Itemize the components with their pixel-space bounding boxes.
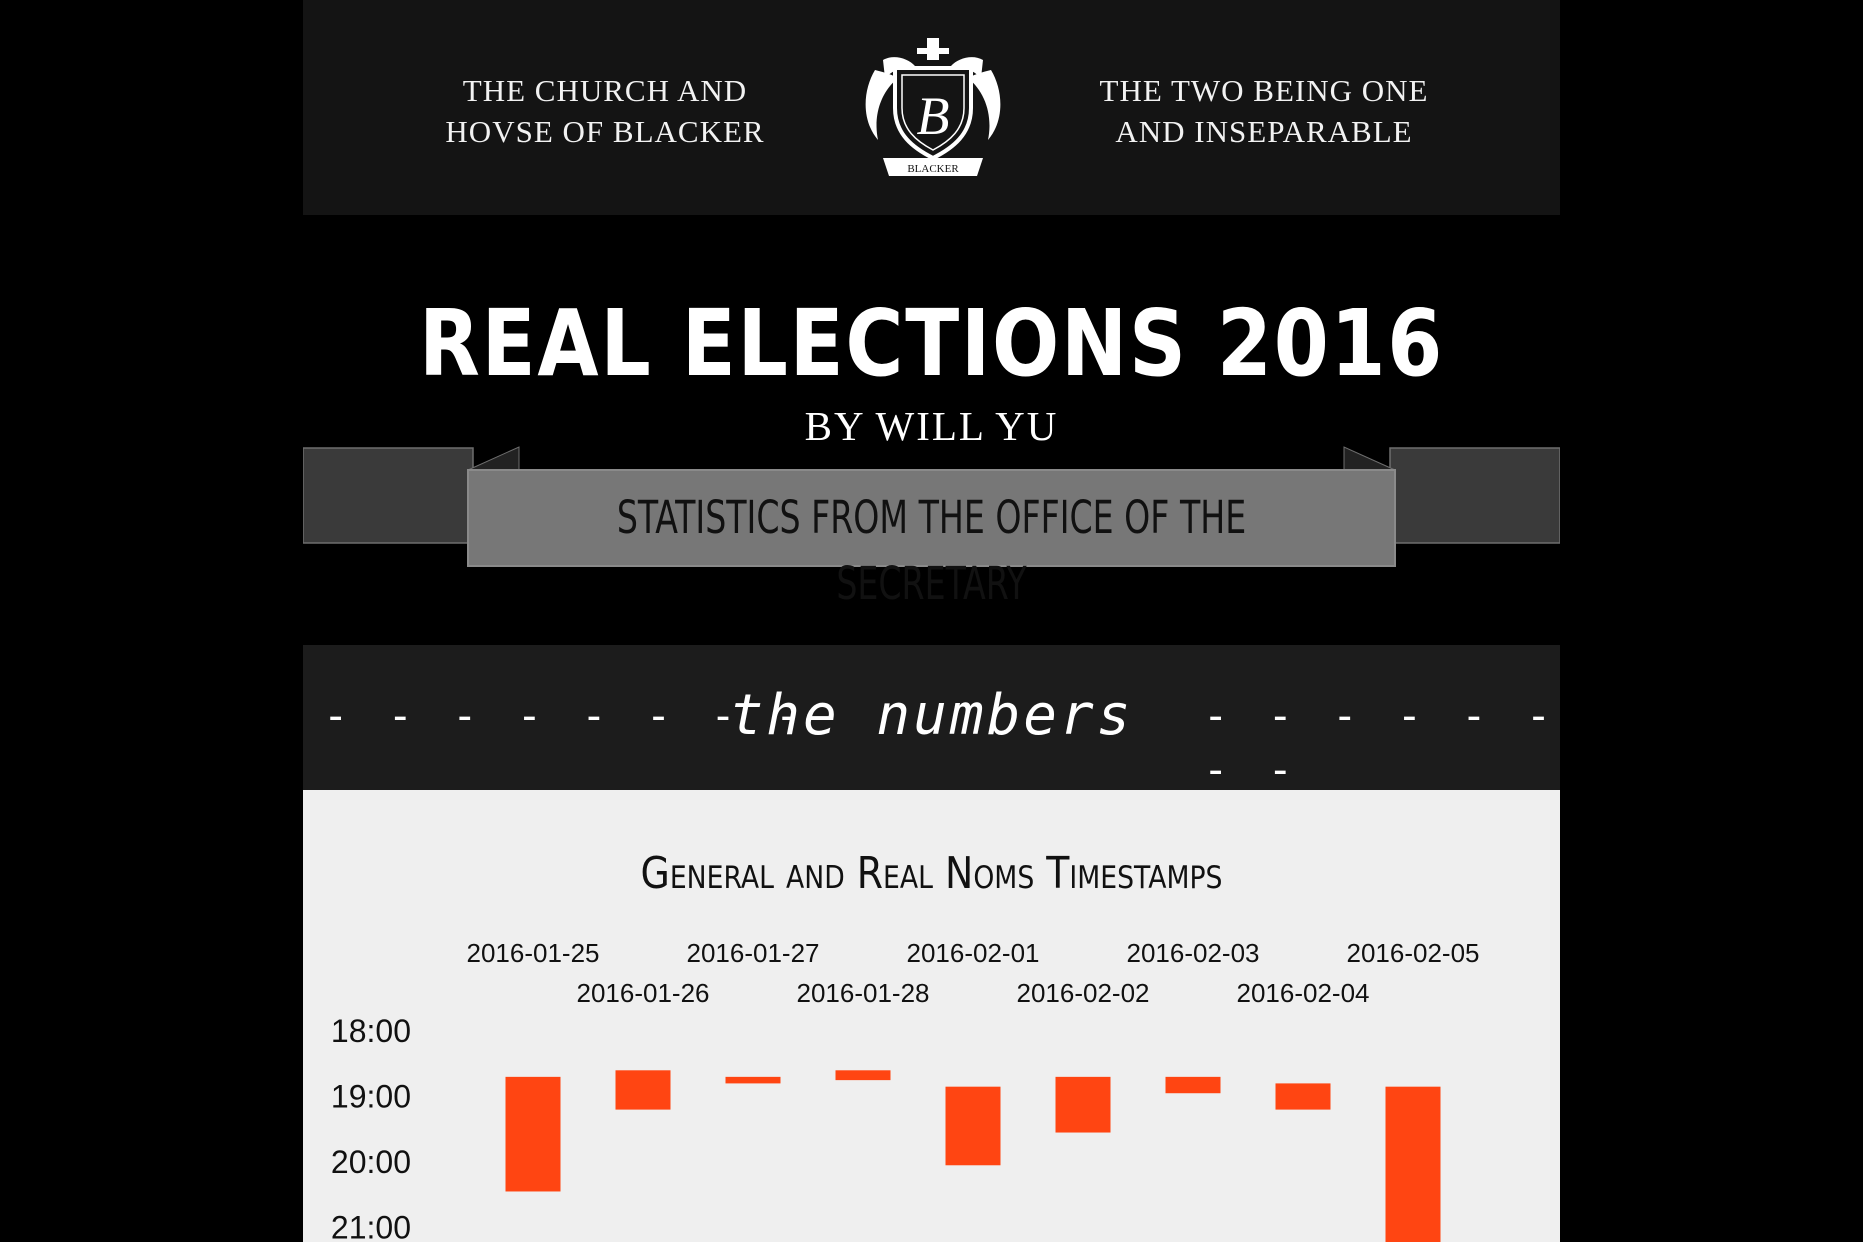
y-tick-label: 21:00 xyxy=(331,1210,411,1242)
y-tick-label: 19:00 xyxy=(331,1079,411,1115)
banner-dashes-right: - - - - - - - - xyxy=(1203,691,1559,794)
motto-left-line-1: THE CHURCH AND xyxy=(462,73,748,108)
x-tick-label: 2016-02-04 xyxy=(1237,978,1370,1008)
x-tick-label: 2016-02-01 xyxy=(907,938,1040,968)
bar-2016-02-01 xyxy=(945,1086,1001,1166)
bar-2016-01-25 xyxy=(505,1076,561,1192)
banner-dashes-left: - - - - - - - - xyxy=(323,691,808,740)
ribbon-label: STATISTICS FROM THE OFFICE OF THE SECRET… xyxy=(616,491,1247,610)
crest-letter: B xyxy=(917,86,950,146)
motto-left: THE CHURCH AND HOVSE OF BLACKER xyxy=(415,70,795,152)
section-banner: - - - - - - - - the numbers - - - - - - … xyxy=(303,645,1560,794)
chart-panel: General and Real Noms Timestamps 2016-01… xyxy=(303,790,1560,1242)
x-tick-label: 2016-02-03 xyxy=(1127,938,1260,968)
bar-2016-01-26 xyxy=(615,1070,671,1110)
y-tick-label: 18:00 xyxy=(331,1013,411,1049)
x-tick-label: 2016-01-25 xyxy=(467,938,600,968)
bar-2016-02-02 xyxy=(1055,1076,1111,1133)
x-tick-label: 2016-01-28 xyxy=(797,978,930,1008)
page-column: THE CHURCH AND HOVSE OF BLACKER BLACKER … xyxy=(303,0,1560,1242)
x-tick-label: 2016-02-05 xyxy=(1347,938,1480,968)
byline: BY WILL YU xyxy=(804,403,1059,449)
motto-right-line-1: THE TWO BEING ONE xyxy=(1099,73,1429,108)
x-tick-label: 2016-01-27 xyxy=(687,938,820,968)
bar-2016-02-04 xyxy=(1275,1083,1331,1110)
bar-2016-02-05 xyxy=(1385,1086,1441,1242)
header: THE CHURCH AND HOVSE OF BLACKER BLACKER … xyxy=(303,0,1560,215)
section-title: the numbers xyxy=(729,683,1134,748)
x-tick-label: 2016-01-26 xyxy=(577,978,710,1008)
x-tick-label: 2016-02-02 xyxy=(1017,978,1150,1008)
blacker-crest-icon: BLACKER B xyxy=(865,38,1001,176)
bar-2016-01-28 xyxy=(835,1070,891,1081)
page-title: REAL ELECTIONS 2016 xyxy=(418,290,1445,397)
chart-plot: 2016-01-25 2016-01-26 2016-01-27 2016-01-28… xyxy=(331,938,1480,1242)
bar-2016-02-03 xyxy=(1165,1076,1221,1094)
motto-right: THE TWO BEING ONE AND INSEPARABLE xyxy=(1074,70,1454,152)
crest-banner-text: BLACKER xyxy=(907,163,959,175)
motto-left-line-2: HOVSE OF BLACKER xyxy=(445,114,765,149)
y-tick-label: 20:00 xyxy=(331,1144,411,1180)
bar-2016-01-27 xyxy=(725,1076,781,1084)
chart-title: General and Real Noms Timestamps xyxy=(640,848,1223,899)
ribbon xyxy=(303,446,1560,567)
motto-right-line-2: AND INSEPARABLE xyxy=(1115,114,1413,149)
